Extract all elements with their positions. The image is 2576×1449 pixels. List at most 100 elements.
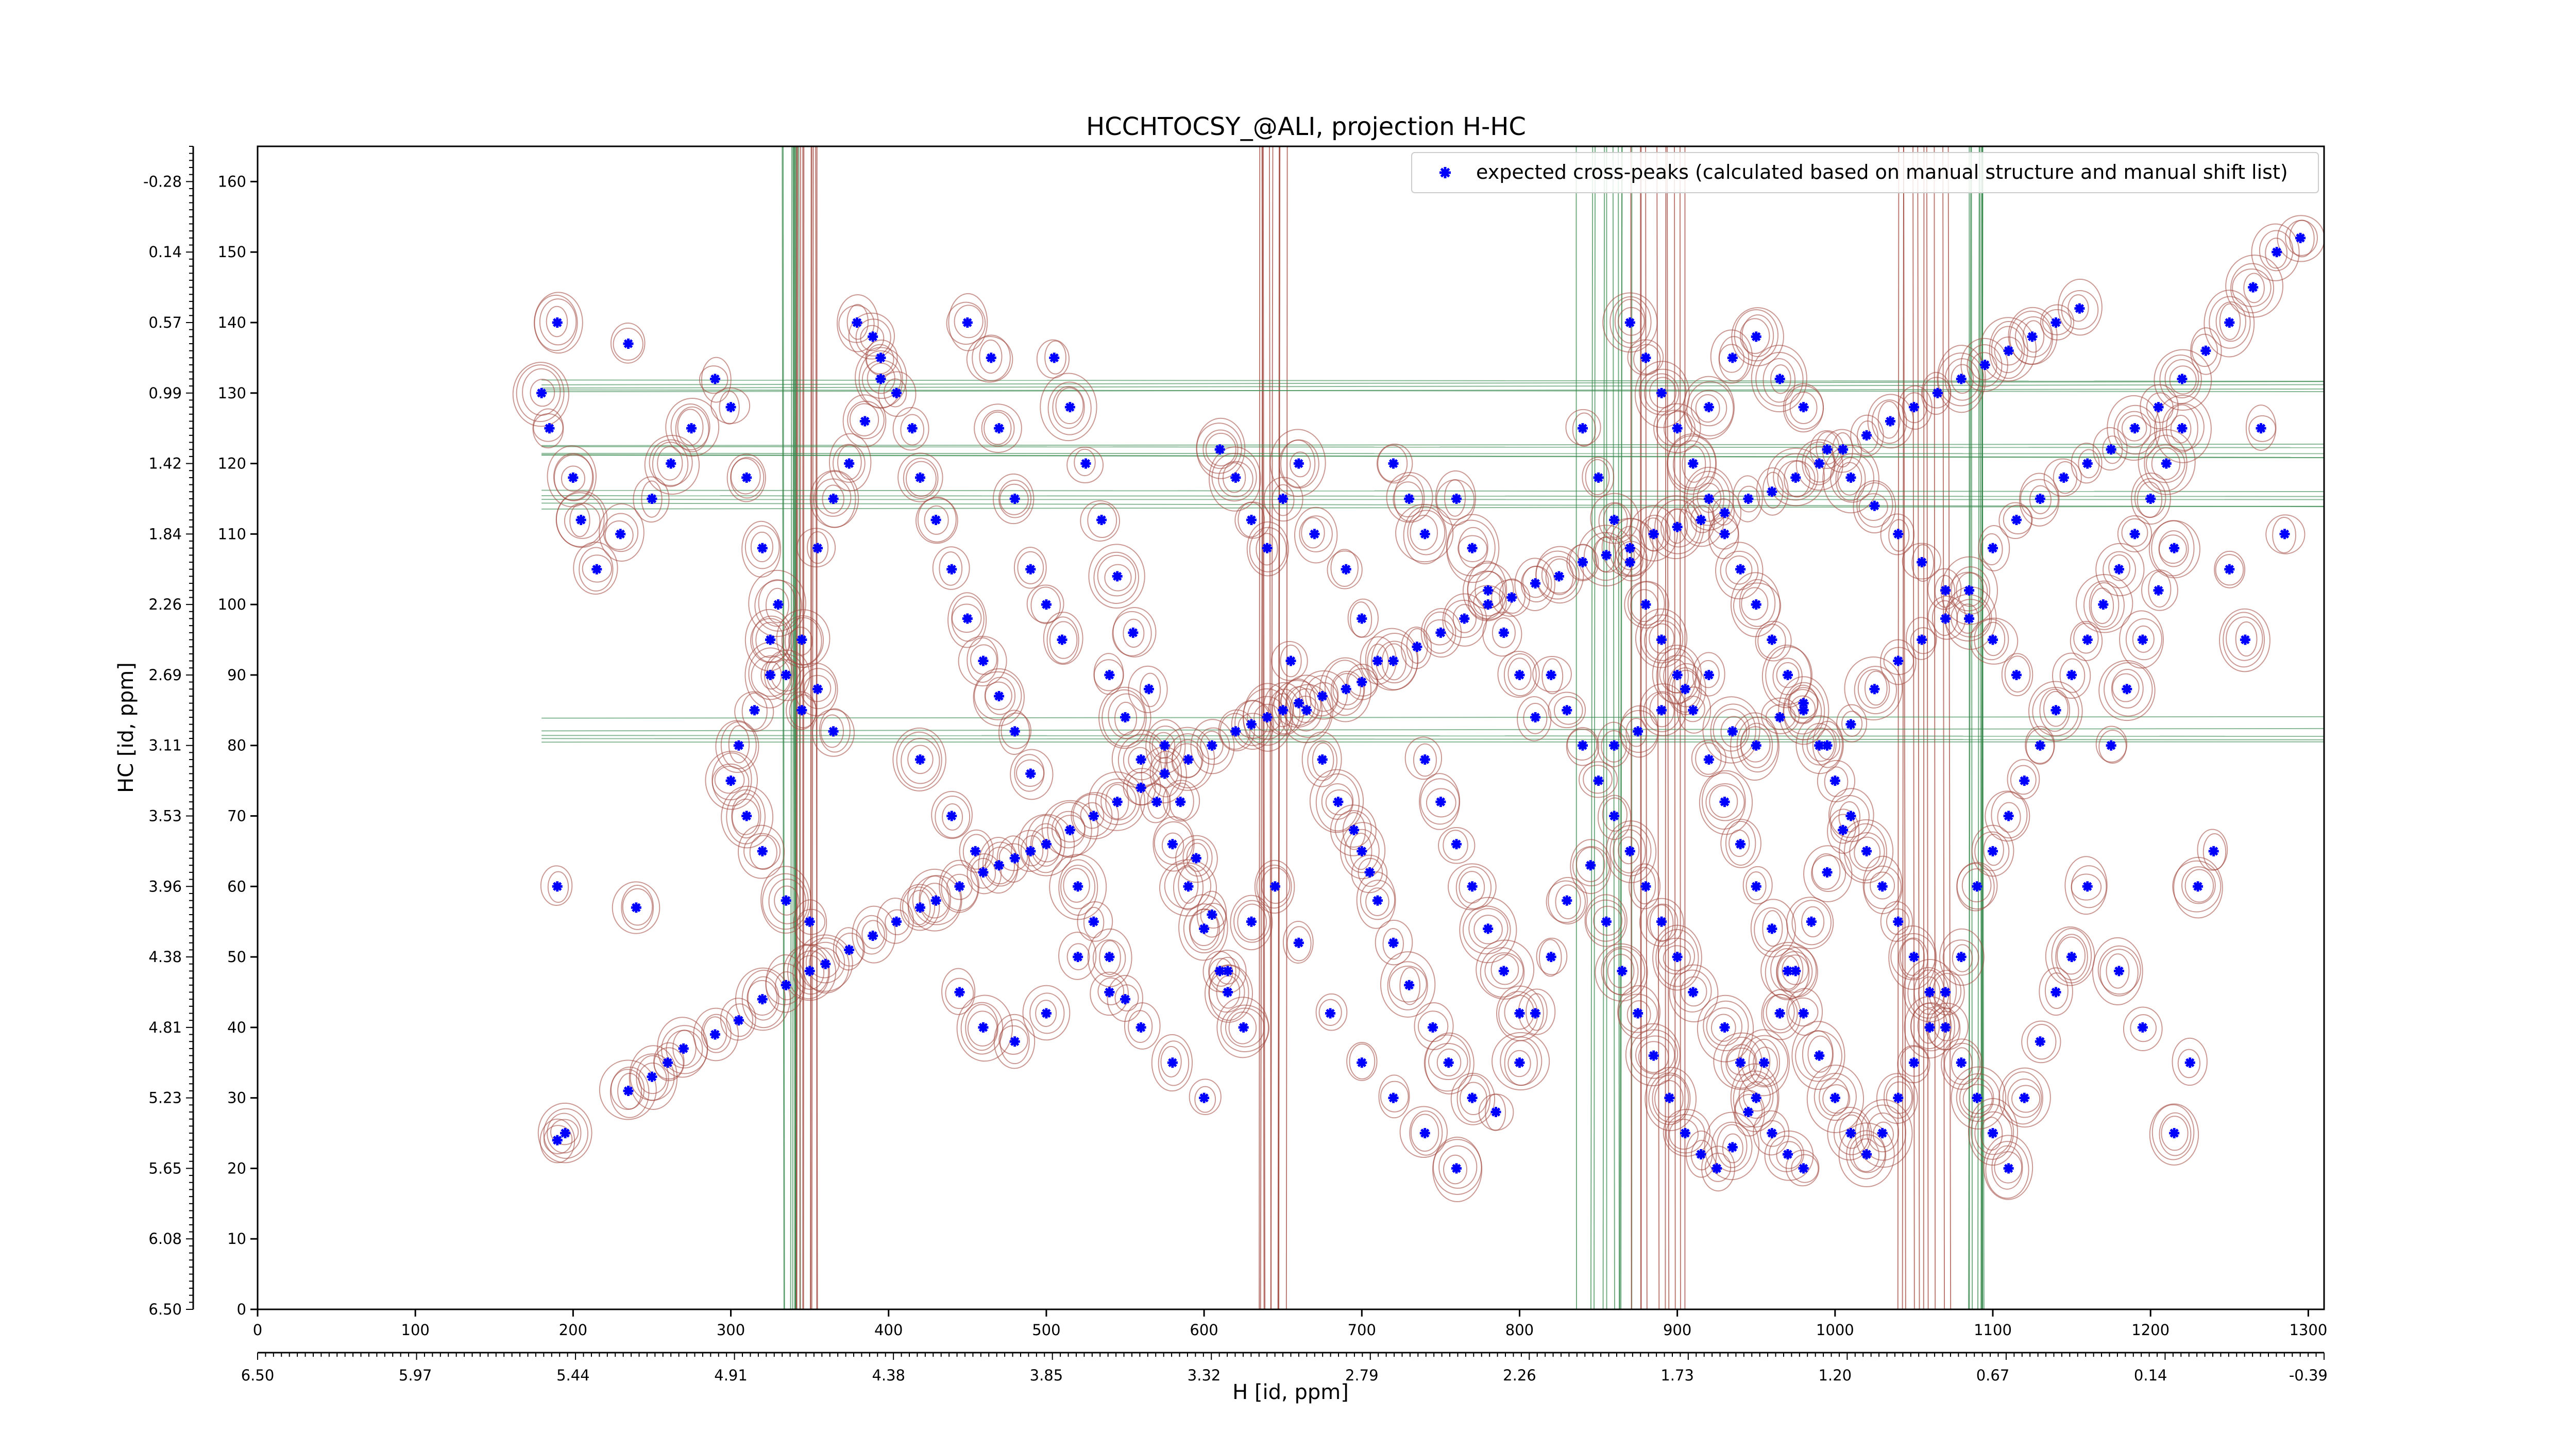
contour-ring	[1066, 943, 1090, 970]
y-ppm-tick-label: 4.81	[148, 1019, 182, 1036]
cross-peak-point	[1293, 937, 1304, 948]
contour-ring	[1630, 589, 1659, 622]
cross-peak-point	[1719, 508, 1730, 518]
contour-ring	[1160, 1046, 1182, 1077]
contour-ring	[1168, 782, 1194, 820]
cross-peak-point	[1829, 1092, 1840, 1103]
contour-ring	[855, 347, 907, 409]
contour-ring	[1205, 432, 1236, 467]
contour-ring	[1649, 623, 1675, 654]
cross-peak-point	[1838, 824, 1849, 835]
contour-ring	[512, 362, 569, 427]
cross-peak-point	[1064, 402, 1075, 413]
contour-ring	[833, 927, 864, 971]
contour-ring	[1325, 789, 1353, 816]
cross-peak-point	[544, 423, 555, 434]
cross-peak-point	[1041, 599, 1052, 610]
contour-ring	[561, 465, 586, 492]
contour-ring	[1503, 653, 1537, 697]
y-ppm-tick-label: 0.99	[148, 384, 182, 402]
cross-peak-point	[733, 740, 744, 751]
contour-streak	[783, 146, 785, 1309]
contour-ring	[1883, 647, 1914, 676]
contour-ring	[1425, 1032, 1475, 1094]
x-tick-label: 1200	[2131, 1321, 2170, 1339]
contour-ring	[2021, 1020, 2061, 1064]
cross-peak-point	[1798, 1163, 1809, 1174]
contour-ring	[1759, 1120, 1785, 1147]
y-tick-label: 110	[218, 525, 246, 543]
contour-ring	[1890, 933, 1936, 981]
contour-ring	[546, 306, 568, 338]
cross-peak-point	[725, 776, 736, 786]
x-ppm-tick-label: 5.97	[399, 1367, 432, 1384]
contour-ring	[896, 731, 942, 789]
contour-ring	[1548, 877, 1588, 924]
cross-peak-point	[1278, 493, 1289, 504]
contour-ring	[1175, 835, 1218, 883]
contour-ring	[1852, 1138, 1880, 1172]
contour-ring	[1460, 1082, 1487, 1116]
contour-ring	[743, 833, 781, 869]
contour-ring	[1520, 565, 1552, 603]
contour-ring	[2191, 333, 2218, 367]
contour-ring	[1112, 611, 1152, 656]
cross-peak-point	[1774, 1008, 1785, 1019]
contour-ring	[1312, 742, 1334, 778]
contour-ring	[1739, 318, 1770, 354]
contour-ring	[537, 1102, 592, 1164]
contour-ring	[516, 364, 565, 423]
cross-peak-point	[1640, 599, 1651, 610]
contour-ring	[1978, 525, 2010, 571]
contour-ring	[1507, 1050, 1531, 1077]
contour-ring	[1944, 1042, 1981, 1085]
contour-ring	[1280, 644, 1302, 678]
cross-peak-point	[1703, 493, 1714, 504]
contour-ring	[978, 836, 1019, 894]
contour-ring	[1866, 1112, 1900, 1153]
contour-ring	[2057, 278, 2103, 336]
cross-peak-point	[859, 416, 870, 427]
cross-peak-point	[1877, 881, 1888, 892]
contour-ring	[2158, 530, 2189, 567]
contour-ring	[1710, 703, 1756, 759]
contour-ring	[1315, 993, 1348, 1031]
contour-ring	[1154, 821, 1194, 865]
contour-ring	[1419, 773, 1461, 830]
contour-ring	[1043, 612, 1083, 665]
contour-ring	[1436, 479, 1475, 520]
contour-ring	[2071, 865, 2107, 908]
contour-ring	[1459, 897, 1517, 964]
cross-peak-point	[1357, 677, 1367, 687]
contour-ring	[1811, 853, 1841, 890]
contour-ring	[2011, 1085, 2041, 1113]
contour-ring	[1733, 1070, 1778, 1128]
cross-peak-point	[1419, 754, 1430, 765]
contour-ring	[748, 647, 793, 700]
cross-peak-point	[773, 599, 784, 610]
contour-ring	[1570, 839, 1612, 895]
contour-ring	[903, 458, 939, 499]
contour-ring	[579, 547, 614, 592]
contour-ring	[1829, 795, 1870, 838]
cross-peak-point	[1696, 1149, 1706, 1160]
contour-ring	[2010, 765, 2037, 795]
contour-ring	[1072, 794, 1113, 837]
x-ppm-tick-label: 2.26	[1503, 1367, 1536, 1384]
cross-peak-point	[1348, 824, 1359, 835]
cross-peak-point	[1727, 726, 1738, 737]
cross-peak-point	[1624, 846, 1635, 856]
contour-ring	[1824, 766, 1849, 797]
contour-ring	[1618, 307, 1645, 336]
contour-ring	[599, 1059, 657, 1120]
contour-ring	[1347, 598, 1379, 638]
cross-peak-point	[962, 317, 973, 328]
contour-ring	[1648, 1072, 1691, 1125]
cross-peak-point	[978, 655, 989, 666]
cross-peak-point	[2295, 232, 2306, 243]
cross-peak-point	[1049, 352, 1060, 363]
cross-peak-point	[1727, 1142, 1738, 1153]
contour-ring	[795, 955, 825, 990]
contour-ring	[1467, 561, 1507, 619]
contour-ring	[1178, 894, 1228, 961]
